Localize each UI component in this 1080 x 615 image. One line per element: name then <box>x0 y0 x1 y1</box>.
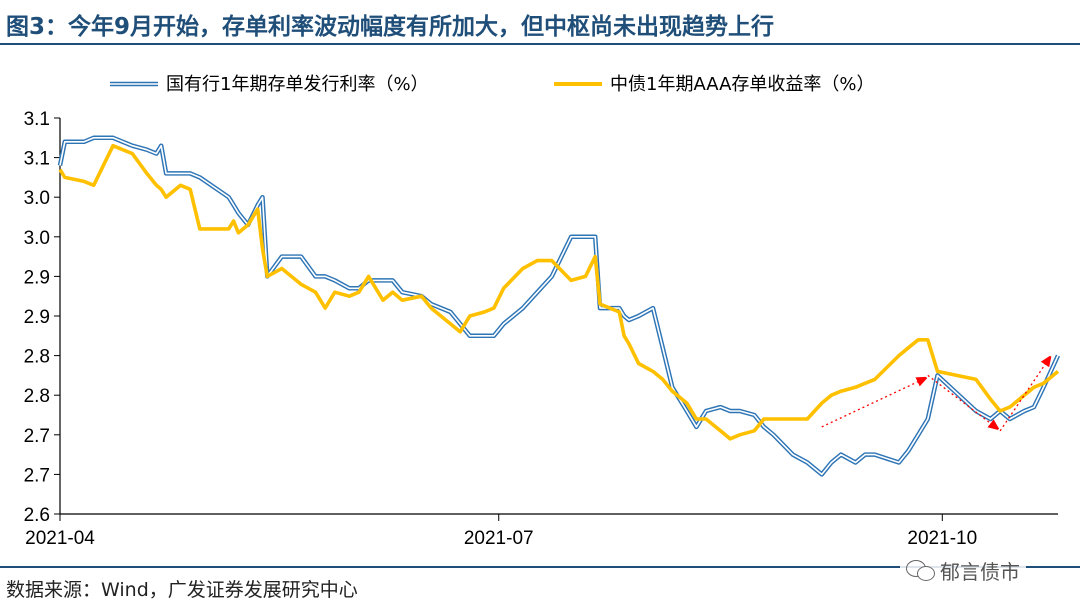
y-tick-label: 2.7 <box>24 426 50 447</box>
annotations <box>821 360 1049 432</box>
y-tick-label: 3.1 <box>24 149 50 170</box>
series-line-1 <box>58 143 1060 441</box>
trend-arrow <box>927 374 995 426</box>
legend-label-0: 国有行1年期存单发行利率（%） <box>166 74 429 95</box>
line-chart: 国有行1年期存单发行利率（%） 中债1年期AAA存单收益率（%） 3.13.13.… <box>24 74 1061 549</box>
y-tick-label: 2.8 <box>24 386 50 407</box>
y-tick-label: 2.9 <box>24 267 50 288</box>
legend-label-1: 中债1年期AAA存单收益率（%） <box>610 74 875 95</box>
footer-rule <box>0 566 1080 568</box>
x-tick-label: 2021-07 <box>464 528 534 549</box>
legend: 国有行1年期存单发行利率（%） 中债1年期AAA存单收益率（%） <box>110 74 875 95</box>
y-tick-label: 2.7 <box>24 465 50 486</box>
y-tick-label: 2.8 <box>24 347 50 368</box>
trend-arrow <box>821 379 923 428</box>
y-tick-label: 3.1 <box>24 109 50 130</box>
x-tick-label: 2021-04 <box>25 528 95 549</box>
x-tick-label: 2021-10 <box>907 528 977 549</box>
y-tick-label: 3.0 <box>24 228 50 249</box>
y-tick-label: 2.9 <box>24 307 50 328</box>
title-rule <box>0 43 1080 45</box>
source-note: 数据来源：Wind，广发证券发展研究中心 <box>6 579 358 601</box>
chart-title: 图3：今年9月开始，存单利率波动幅度有所加大，但中枢尚未出现趋势上行 <box>6 14 775 40</box>
watermark-text: 郁言债市 <box>940 559 1020 584</box>
trend-arrow <box>999 360 1048 432</box>
series-layer <box>57 135 1061 477</box>
series-line-inner <box>59 137 1059 476</box>
series-line-outline <box>57 135 1061 477</box>
axes: 3.1 3.1 3.0 3.0 2.9 2.9 2.8 2.8 2.7 2.7 2.62021-04… <box>24 109 1058 549</box>
y-tick-label: 3.0 <box>24 188 50 209</box>
y-tick-label: 2.6 <box>24 505 50 526</box>
wechat-icon <box>906 558 936 582</box>
title-bar: 图3：今年9月开始，存单利率波动幅度有所加大，但中枢尚未出现趋势上行 <box>0 0 1080 45</box>
watermark: 郁言债市 <box>900 553 1026 587</box>
